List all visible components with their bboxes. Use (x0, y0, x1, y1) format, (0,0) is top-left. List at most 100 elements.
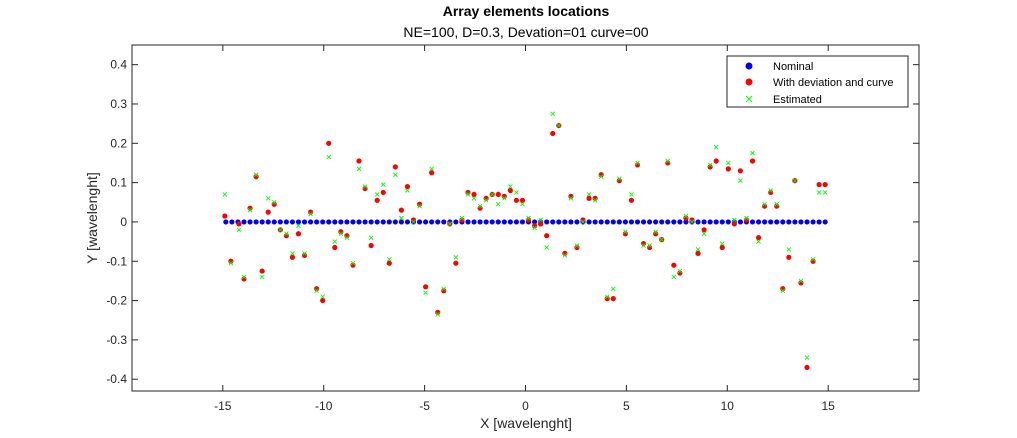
legend-label-nominal: Nominal (773, 61, 813, 73)
nominal-point (755, 219, 762, 225)
nominal-point (762, 219, 768, 225)
legend-label-deviation: With deviation and curve (773, 77, 893, 89)
y-tick-label: -0.4 (106, 372, 127, 386)
estimated-point (768, 188, 773, 193)
nominal-point (671, 219, 677, 225)
estimated-point (429, 166, 434, 172)
estimated-point (701, 231, 707, 237)
estimated-point (290, 251, 295, 256)
deviation-point (550, 130, 556, 137)
nominal-point (283, 219, 289, 225)
estimated-point (441, 286, 447, 292)
estimated-point (326, 154, 332, 160)
nominal-point (562, 219, 568, 225)
estimated-point (259, 274, 265, 280)
x-tick-label: 15 (822, 399, 836, 413)
estimated-point (271, 199, 277, 205)
deviation-point (374, 197, 380, 203)
nominal-point (429, 219, 435, 225)
estimated-point (762, 201, 767, 207)
estimated-point (386, 256, 392, 262)
x-tick-label: -5 (419, 399, 430, 413)
nominal-point (695, 219, 701, 225)
nominal-point (465, 219, 471, 225)
deviation-point (326, 140, 332, 146)
nominal-point (265, 219, 271, 225)
deviation-point (222, 213, 228, 219)
nominal-point (640, 219, 647, 225)
deviation-point (295, 231, 302, 237)
estimated-point (368, 235, 374, 240)
estimated-point (617, 176, 622, 182)
estimated-point (222, 192, 228, 197)
nominal-point (441, 219, 447, 225)
deviation-point (671, 262, 677, 268)
deviation-point (628, 197, 635, 203)
nominal-point (568, 219, 574, 225)
estimated-point (695, 247, 701, 252)
estimated-point (641, 243, 646, 248)
deviation-point (495, 191, 501, 198)
estimated-point (598, 174, 604, 180)
estimated-point (586, 192, 592, 197)
nominal-point (519, 219, 526, 225)
nominal-point (320, 219, 326, 225)
y-tick-label: 0.4 (110, 58, 127, 72)
deviation-point (356, 158, 362, 164)
nominal-point (774, 219, 780, 225)
estimated-point (604, 294, 610, 299)
deviation-point (332, 244, 338, 251)
estimated-point (374, 192, 380, 197)
nominal-point (677, 219, 683, 225)
nominal-point (749, 219, 756, 225)
nominal-point (501, 219, 507, 225)
deviation-point (749, 158, 756, 164)
nominal-point (332, 219, 338, 225)
estimated-point (380, 182, 386, 187)
estimated-point (774, 201, 780, 207)
nominal-point (350, 219, 356, 225)
nominal-point (683, 219, 689, 225)
y-tick-label: -0.3 (106, 333, 127, 347)
y-tick-label: 0.2 (110, 136, 127, 150)
estimated-point (538, 217, 543, 223)
estimated-point (253, 172, 259, 178)
estimated-point (677, 268, 683, 274)
estimated-point (514, 190, 519, 195)
deviation-point (816, 181, 822, 188)
nominal-point (622, 219, 628, 225)
estimated-point (544, 245, 550, 250)
x-tick-label: 0 (522, 399, 529, 413)
estimated-point (653, 229, 658, 235)
deviation-point (386, 260, 392, 266)
estimated-point (671, 274, 677, 280)
nominal-point (314, 219, 320, 225)
estimated-point (683, 213, 689, 219)
estimated-point (265, 196, 271, 201)
nominal-point (495, 219, 501, 225)
legend-box (726, 55, 909, 108)
y-axis-label: Y [wavelenght] (84, 172, 100, 264)
nominal-point (374, 219, 380, 225)
nominal-point (307, 219, 314, 225)
estimated-point (447, 221, 453, 227)
nominal-point (247, 219, 253, 225)
deviation-point (586, 195, 592, 201)
nominal-point (659, 219, 665, 225)
nominal-point (707, 219, 713, 225)
estimated-point (574, 243, 580, 248)
deviation-point (265, 209, 271, 215)
deviation-point (519, 197, 526, 203)
estimated-point (405, 188, 410, 193)
nominal-point (531, 219, 538, 225)
nominal-point (404, 219, 411, 225)
legend-marker-nominal (745, 62, 753, 70)
estimated-point (344, 235, 350, 240)
estimated-point (284, 231, 289, 237)
estimated-point (816, 190, 822, 195)
estimated-point (719, 241, 725, 246)
nominal-point (301, 219, 308, 225)
y-tick-label: -0.1 (106, 254, 127, 268)
nominal-point (816, 219, 822, 225)
